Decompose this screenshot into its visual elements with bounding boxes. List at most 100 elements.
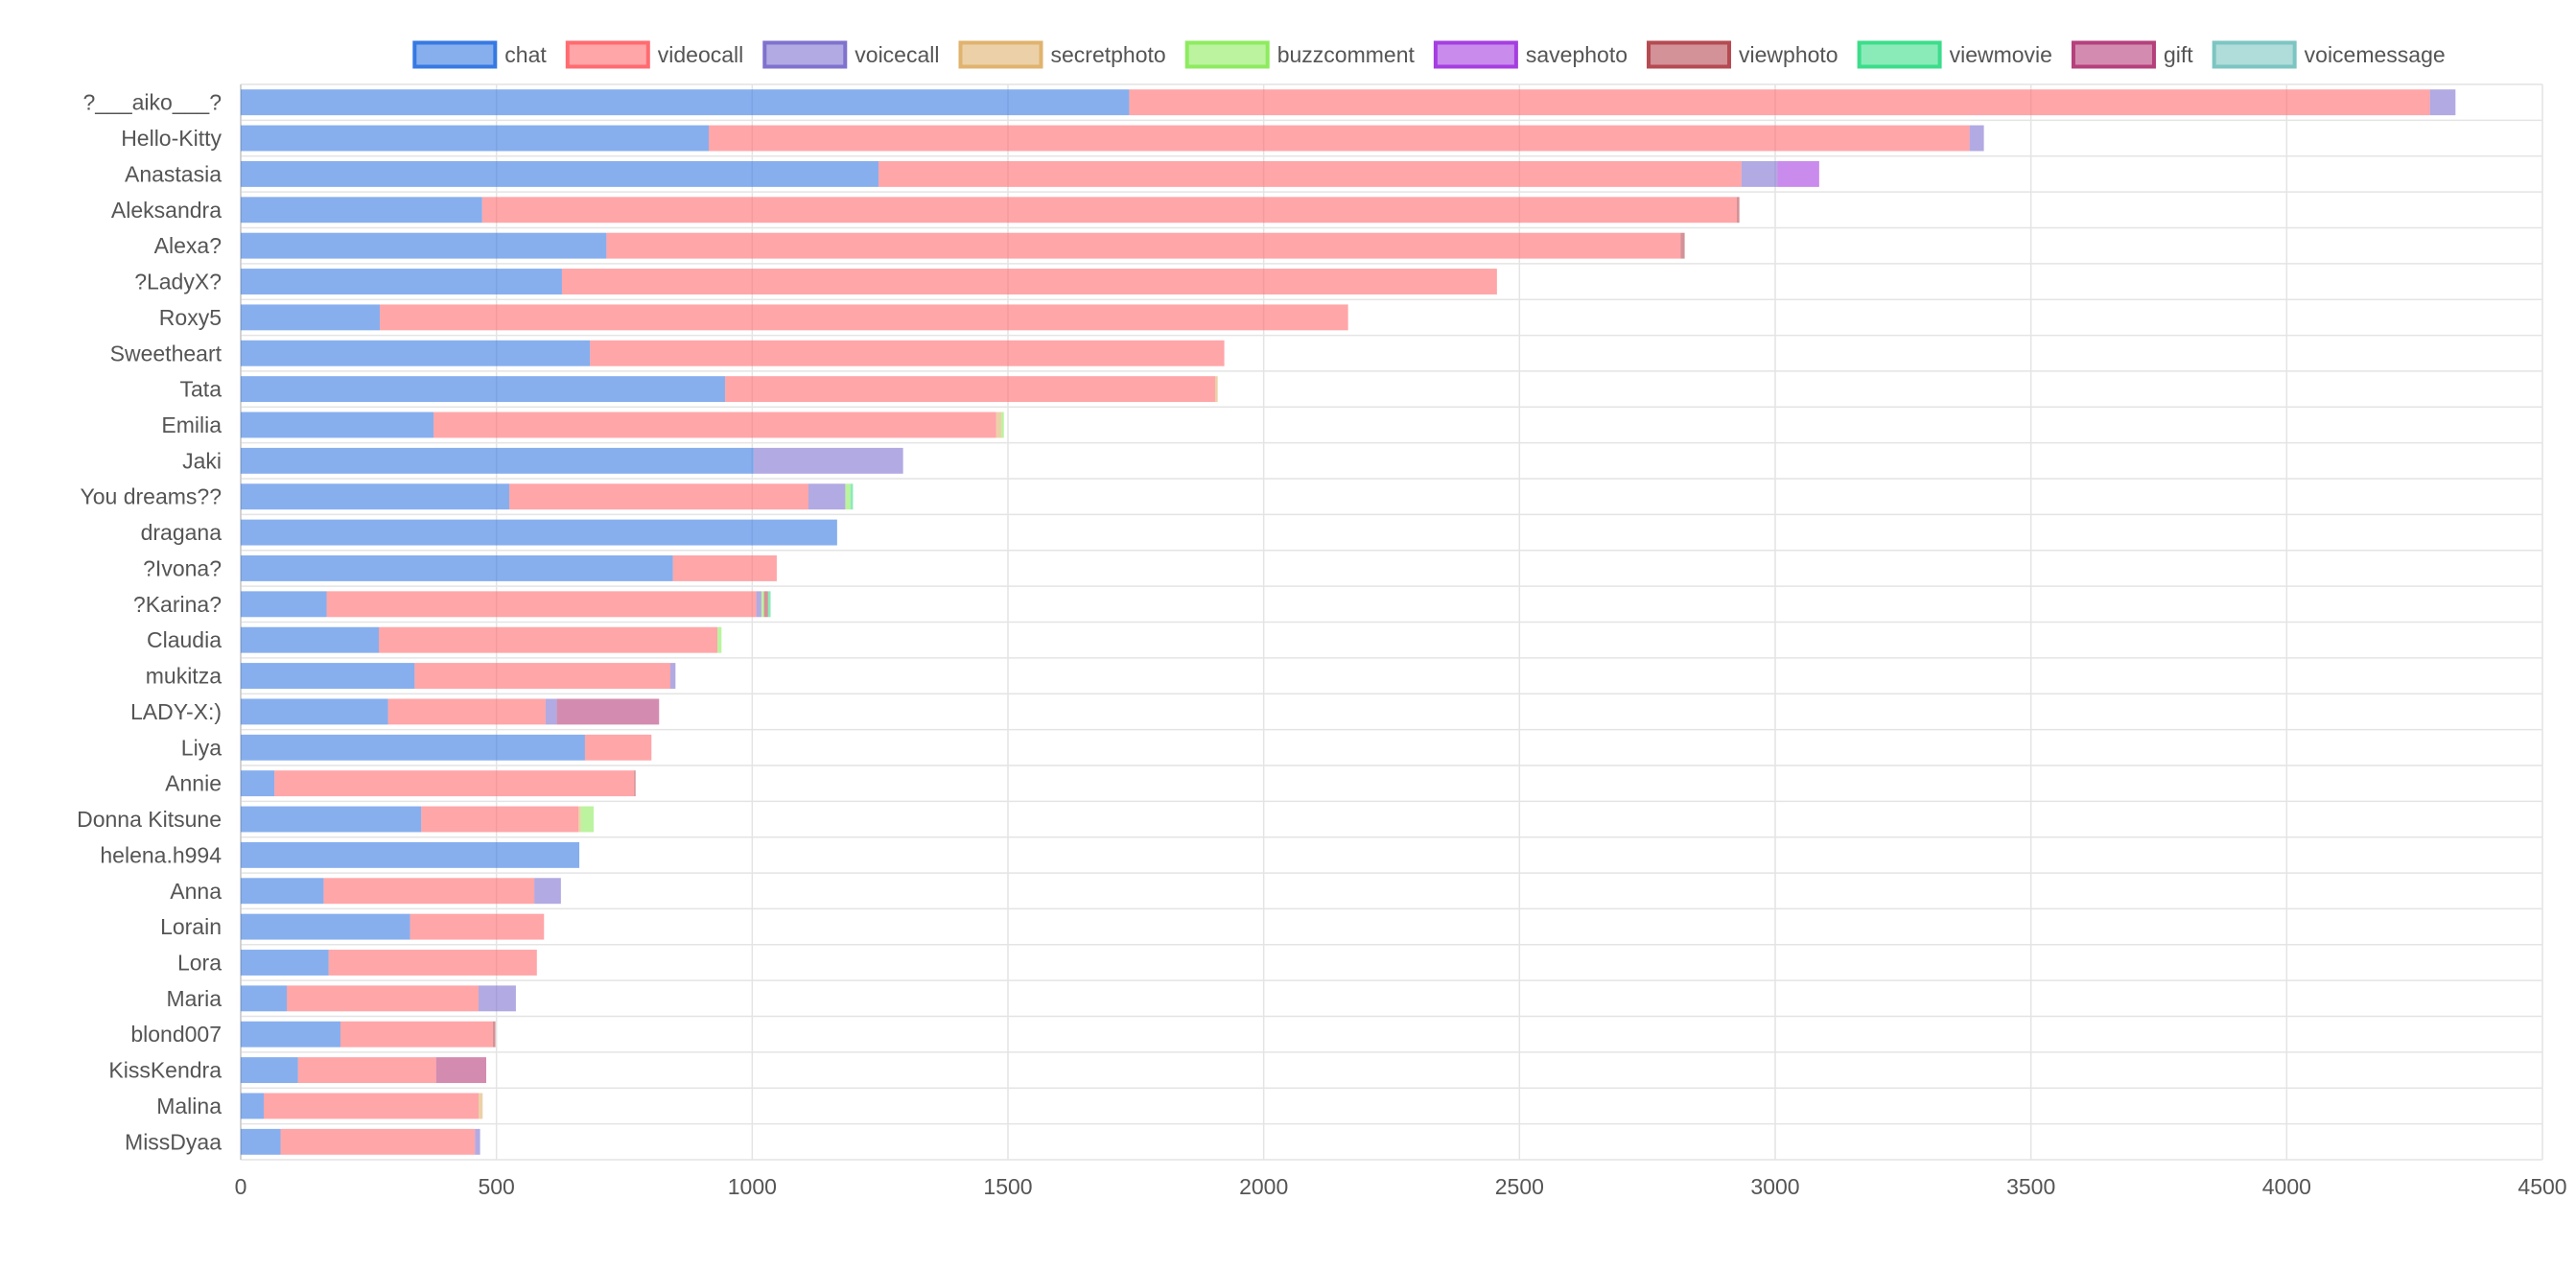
bar-segment-videocall[interactable] [297,1057,436,1084]
bar-segment-chat[interactable] [241,591,327,618]
bar-segment-videocall[interactable] [326,591,757,618]
bar-segment-voicecall[interactable] [534,878,561,905]
bar-segment-chat[interactable] [241,950,329,976]
bar-segment-chat[interactable] [241,197,482,224]
bar-segment-secretphoto[interactable] [995,412,1002,438]
bar-segment-voicecall[interactable] [670,663,676,690]
legend-label-savephoto[interactable]: savephoto [1526,42,1628,67]
bar-segment-chat[interactable] [241,626,379,653]
legend-swatch-savephoto[interactable] [1433,40,1518,69]
legend-label-chat[interactable]: chat [504,42,547,67]
bar-segment-chat[interactable] [241,878,324,905]
bar-segment-voicecall[interactable] [475,1128,480,1155]
bar-segment-chat[interactable] [241,483,509,510]
bar-segment-secretphoto[interactable] [578,806,581,833]
bar-segment-chat[interactable] [241,1021,340,1047]
bar-segment-buzzcomment[interactable] [845,483,851,510]
bar-segment-chat[interactable] [241,519,837,546]
bar-segment-viewphoto[interactable] [1737,197,1740,224]
bar-segment-voicecall[interactable] [1741,160,1778,187]
bar-segment-viewphoto[interactable] [492,1021,496,1047]
legend-label-viewmovie[interactable]: viewmovie [1950,42,2052,67]
bar-segment-chat[interactable] [241,770,275,797]
bar-segment-chat[interactable] [241,554,673,581]
bar-segment-videocall[interactable] [264,1093,479,1119]
bar-segment-videocall[interactable] [725,376,1215,403]
bar-segment-chat[interactable] [241,269,562,294]
bar-segment-voicecall[interactable] [753,447,903,474]
bar-segment-videocall[interactable] [410,913,545,940]
bar-segment-videocall[interactable] [584,734,652,761]
bar-segment-chat[interactable] [241,89,1130,116]
legend-label-voicemessage[interactable]: voicemessage [2305,42,2446,67]
bar-segment-buzzcomment[interactable] [1001,412,1004,438]
legend-swatch-voicemessage[interactable] [2212,40,2297,69]
bar-segment-videocall[interactable] [387,698,546,725]
bar-segment-videocall[interactable] [481,197,1737,224]
legend-swatch-chat[interactable] [412,40,498,69]
bar-segment-videocall[interactable] [323,878,535,905]
bar-segment-voicecall[interactable] [756,591,761,618]
bar-segment-chat[interactable] [241,985,287,1012]
legend-swatch-secretphoto[interactable] [958,40,1043,69]
legend-label-gift[interactable]: gift [2164,42,2193,67]
bar-segment-viewphoto[interactable] [1680,232,1685,259]
bar-segment-chat[interactable] [241,913,410,940]
bar-segment-buzzcomment[interactable] [761,591,764,618]
bar-segment-voicecall[interactable] [1969,125,1984,152]
bar-segment-gift[interactable] [556,698,660,725]
bar-segment-secretphoto[interactable] [479,1093,483,1119]
legend-label-videocall[interactable]: videocall [658,42,744,67]
bar-segment-videocall[interactable] [421,806,578,833]
bar-segment-chat[interactable] [241,340,591,366]
bar-segment-videocall[interactable] [287,985,479,1012]
bar-segment-videocall[interactable] [340,1021,493,1047]
bar-segment-chat[interactable] [241,447,754,474]
bar-segment-chat[interactable] [241,841,580,868]
bar-segment-videocall[interactable] [328,950,537,976]
bar-segment-chat[interactable] [241,1093,264,1119]
bar-segment-videocall[interactable] [380,304,1348,331]
bar-segment-videocall[interactable] [509,483,808,510]
bar-segment-chat[interactable] [241,698,388,725]
bar-segment-videocall[interactable] [433,412,996,438]
legend-swatch-videocall[interactable] [565,40,650,69]
bar-segment-videocall[interactable] [672,554,777,581]
legend-label-secretphoto[interactable]: secretphoto [1051,42,1166,67]
legend-label-buzzcomment[interactable]: buzzcomment [1277,42,1416,67]
bar-segment-chat[interactable] [241,304,381,331]
bar-segment-videocall[interactable] [709,125,1970,152]
bar-segment-chat[interactable] [241,232,607,259]
bar-segment-videocall[interactable] [590,340,1225,366]
bar-segment-videocall[interactable] [561,269,1497,294]
bar-segment-chat[interactable] [241,734,585,761]
bar-segment-videocall[interactable] [379,626,718,653]
legend-swatch-viewphoto[interactable] [1647,40,1732,69]
bar-segment-secretphoto[interactable] [1215,376,1218,403]
bar-segment-chat[interactable] [241,1057,298,1084]
bar-segment-chat[interactable] [241,412,434,438]
bar-segment-viewmovie[interactable] [767,591,771,618]
legend-swatch-viewmovie[interactable] [1857,40,1942,69]
legend-swatch-gift[interactable] [2071,40,2156,69]
legend-swatch-buzzcomment[interactable] [1184,40,1270,69]
bar-segment-chat[interactable] [241,663,415,690]
bar-segment-videocall[interactable] [1129,89,2430,116]
bar-segment-videocall[interactable] [280,1128,476,1155]
bar-segment-voicecall[interactable] [479,985,516,1012]
bar-segment-videocall[interactable] [606,232,1681,259]
bar-segment-voicecall[interactable] [545,698,557,725]
bar-segment-gift[interactable] [435,1057,486,1084]
bar-segment-videocall[interactable] [274,770,635,797]
bar-segment-videocall[interactable] [414,663,670,690]
bar-segment-chat[interactable] [241,160,879,187]
bar-segment-chat[interactable] [241,376,726,403]
bar-segment-viewphoto[interactable] [634,770,636,797]
bar-segment-buzzcomment[interactable] [717,626,722,653]
legend-label-viewphoto[interactable]: viewphoto [1739,42,1838,67]
bar-segment-viewmovie[interactable] [850,483,854,510]
bar-segment-buzzcomment[interactable] [580,806,594,833]
bar-segment-savephoto[interactable] [1777,160,1819,187]
bar-segment-viewphoto[interactable] [763,591,768,618]
bar-segment-voicecall[interactable] [808,483,846,510]
